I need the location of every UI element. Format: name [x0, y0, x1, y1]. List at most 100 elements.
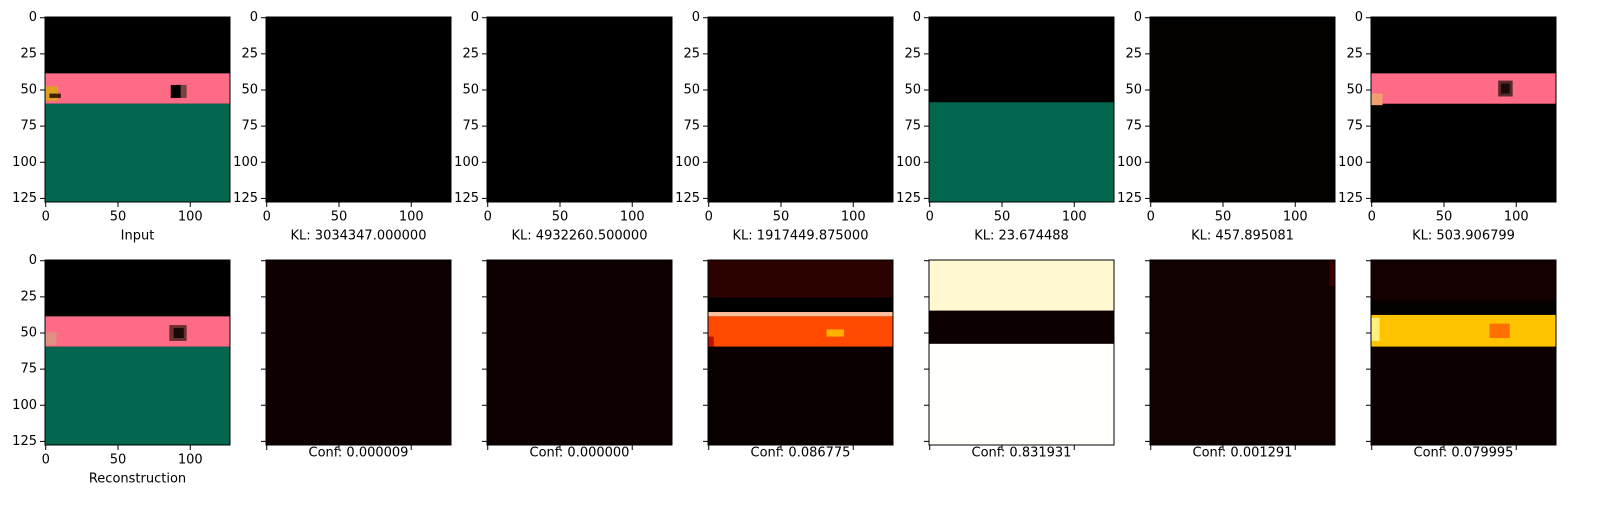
x-tick-label: 0 — [263, 210, 271, 225]
panel: Conf: 0.000000 — [482, 259, 673, 461]
y-tick-label: 50 — [462, 82, 479, 97]
y-tick-label: 50 — [241, 82, 258, 97]
panel: 0 50 100 0 25 50 75 100 125 KL: 503.906799 — [1338, 10, 1557, 244]
image-region — [708, 312, 893, 317]
image-region — [266, 260, 451, 445]
image-region — [173, 327, 184, 339]
axes-frame — [1149, 259, 1336, 446]
y-tick-label: 50 — [20, 82, 37, 97]
x-tick-label: 0 — [42, 210, 50, 225]
panel: Conf: 0.000009 — [261, 259, 452, 461]
panel-label: Input — [121, 229, 155, 244]
x-tick-label: 50 — [1436, 210, 1453, 225]
axes-frame — [44, 259, 231, 446]
x-tick-label: 100 — [178, 210, 203, 225]
x-tick-label: 50 — [110, 210, 127, 225]
y-tick-label: 125 — [896, 191, 921, 206]
y-tick-label: 125 — [233, 191, 258, 206]
image-region — [1371, 314, 1556, 347]
x-tick-label: 0 — [926, 210, 934, 225]
axes-frame — [265, 16, 452, 203]
axes-frame — [928, 259, 1115, 446]
panel: 0 50 100 0 25 50 75 100 125 Reconstruction — [12, 253, 231, 487]
panel: 0 50 100 0 25 50 75 100 125 KL: 3034347.000000 — [233, 10, 452, 244]
y-tick-label: 100 — [12, 398, 37, 413]
panel-label: Conf: 0.001291 — [1193, 446, 1293, 461]
panel-label: Conf: 0.000000 — [530, 446, 630, 461]
panel-label: Conf: 0.831931 — [972, 446, 1072, 461]
image-region — [929, 260, 1114, 311]
image-region — [708, 260, 893, 298]
image-region — [929, 310, 1114, 347]
x-tick-label: 100 — [178, 453, 203, 468]
y-tick-label: 125 — [1338, 191, 1363, 206]
image-region — [45, 346, 230, 445]
axes-frame — [486, 16, 673, 203]
axes-frame — [928, 16, 1115, 203]
y-tick-label: 50 — [20, 325, 37, 340]
y-tick-label: 0 — [29, 253, 37, 268]
image-region — [49, 93, 61, 98]
panel-label: KL: 3034347.000000 — [291, 229, 427, 244]
y-tick-label: 75 — [1125, 119, 1142, 134]
image-region — [1371, 346, 1556, 445]
y-tick-label: 0 — [29, 10, 37, 25]
image-region — [170, 84, 181, 98]
panel: 0 50 100 0 25 50 75 100 125 Input — [12, 10, 231, 244]
panel: 0 50 100 0 25 50 75 100 125 KL: 457.895081 — [1117, 10, 1336, 244]
panel: 0 50 100 0 25 50 75 100 125 KL: 23.674488 — [896, 10, 1115, 244]
axes-frame — [1370, 259, 1557, 446]
x-tick-label: 0 — [1147, 210, 1155, 225]
panel: Conf: 0.001291 — [1145, 259, 1336, 461]
y-tick-label: 100 — [12, 155, 37, 170]
panel: 0 50 100 0 25 50 75 100 125 KL: 1917449.875000 — [675, 10, 894, 244]
y-tick-label: 75 — [683, 119, 700, 134]
image-region — [929, 102, 1114, 202]
x-tick-label: 100 — [841, 210, 866, 225]
image-region — [487, 260, 672, 445]
y-tick-label: 25 — [904, 46, 921, 61]
x-tick-label: 100 — [1062, 210, 1087, 225]
image-region — [1371, 300, 1556, 315]
y-tick-label: 75 — [20, 362, 37, 377]
image-region — [1371, 93, 1383, 106]
panel-label: KL: 503.906799 — [1412, 229, 1515, 244]
y-tick-label: 125 — [12, 434, 37, 449]
y-tick-label: 75 — [462, 119, 479, 134]
y-tick-label: 25 — [20, 289, 37, 304]
y-tick-label: 25 — [1346, 46, 1363, 61]
y-tick-label: 125 — [675, 191, 700, 206]
y-tick-label: 25 — [241, 46, 258, 61]
image-region — [45, 73, 230, 104]
image-region — [929, 343, 1114, 445]
x-tick-label: 100 — [620, 210, 645, 225]
panel: Conf: 0.086775 — [703, 259, 894, 461]
panel-label: KL: 4932260.500000 — [512, 229, 648, 244]
axes-frame — [1149, 16, 1336, 203]
y-tick-label: 25 — [462, 46, 479, 61]
y-tick-label: 0 — [1134, 10, 1142, 25]
x-tick-label: 100 — [399, 210, 424, 225]
y-tick-label: 100 — [675, 155, 700, 170]
x-tick-label: 50 — [110, 453, 127, 468]
y-tick-label: 100 — [896, 155, 921, 170]
panel-label: Conf: 0.086775 — [751, 446, 851, 461]
x-tick-label: 50 — [994, 210, 1011, 225]
y-tick-label: 100 — [233, 155, 258, 170]
image-region — [708, 297, 893, 313]
image-region — [1329, 260, 1335, 287]
image-region — [708, 316, 893, 347]
x-tick-label: 50 — [1215, 210, 1232, 225]
image-region — [45, 316, 230, 347]
image-region — [1150, 260, 1335, 445]
y-tick-label: 50 — [683, 82, 700, 97]
panel-label: KL: 457.895081 — [1191, 229, 1294, 244]
y-tick-label: 25 — [20, 46, 37, 61]
y-tick-label: 50 — [904, 82, 921, 97]
panel-label: KL: 23.674488 — [974, 229, 1069, 244]
x-tick-label: 100 — [1283, 210, 1308, 225]
y-tick-label: 0 — [250, 10, 258, 25]
x-tick-label: 0 — [42, 453, 50, 468]
y-tick-label: 100 — [1117, 155, 1142, 170]
image-region — [45, 103, 230, 202]
